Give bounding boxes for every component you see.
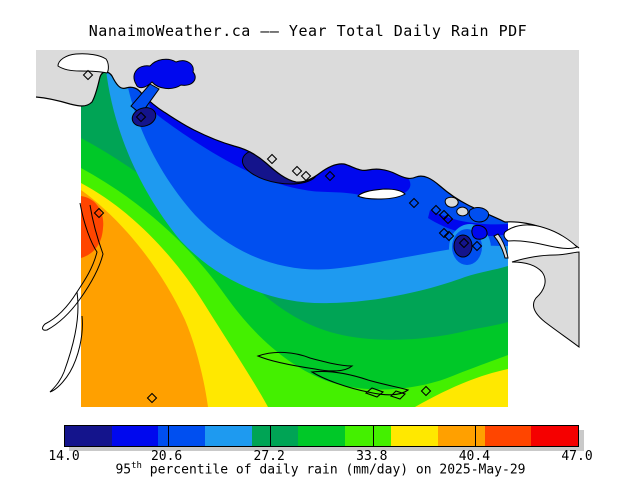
colorbar-segment <box>391 426 439 446</box>
station-marker-diamond <box>324 170 336 182</box>
colorbar-tick-line <box>167 426 169 446</box>
station-marker-diamond <box>93 207 105 219</box>
colorbar-segment <box>251 426 299 446</box>
station-markers <box>82 69 483 404</box>
inlet-blue-lake <box>133 58 196 90</box>
sound-white-right <box>503 224 578 249</box>
band-blue-coast-strip <box>428 210 508 237</box>
colorbar-tick-label: 14.0 <box>48 449 80 464</box>
colorbar-tick-label: 40.4 <box>458 449 491 464</box>
river-line-west-2 <box>49 291 83 393</box>
colorbar <box>64 425 579 447</box>
band-yellow-corner <box>415 369 508 407</box>
island-outline-small-1 <box>364 387 385 398</box>
band-orangered-pocket <box>81 196 104 258</box>
colorbar-segments <box>65 426 579 446</box>
island-outline-gabriola <box>256 351 354 372</box>
station-marker-diamond <box>438 227 450 239</box>
gray-spit-point <box>493 233 509 259</box>
station-marker-diamond <box>471 240 483 252</box>
bay-blue-harbour <box>471 224 488 240</box>
colorbar-tick-line <box>372 426 374 446</box>
station-marker-diamond <box>458 237 470 249</box>
station-marker-diamond <box>443 230 455 242</box>
page-title: NanaimoWeather.ca —— Year Total Daily Ra… <box>88 22 528 40</box>
colorbar-segment <box>111 426 159 446</box>
inlet-white-topleft <box>57 53 109 74</box>
island-gray-newcastle <box>444 196 459 208</box>
station-marker-diamond <box>300 170 312 182</box>
colorbar-segment <box>438 426 485 446</box>
colorbar-segment <box>344 426 392 446</box>
colorbar-tick-line <box>270 426 272 446</box>
colorbar-segment <box>298 426 345 446</box>
bay-blue-departure <box>468 207 489 223</box>
station-marker-diamond <box>291 165 303 177</box>
colorbar-segment <box>65 426 112 446</box>
station-marker-diamond <box>430 204 442 216</box>
colorbar-tick-label: 20.6 <box>150 449 183 464</box>
island-outline-small-2 <box>389 390 407 400</box>
navy-pocket-channel-mouth <box>131 107 157 127</box>
colorbar-segment <box>531 426 579 446</box>
spit-island <box>357 188 406 200</box>
station-marker-diamond <box>266 153 278 165</box>
caption-prefix: 95 <box>115 462 132 478</box>
caption-rest: percentile of daily rain (mm/day) on 202… <box>141 462 526 478</box>
station-marker-diamond <box>420 385 432 397</box>
shore-gray-lower-right <box>511 251 580 349</box>
station-marker-diamond <box>146 392 158 404</box>
colorbar-segment <box>204 426 252 446</box>
station-marker-diamond <box>442 213 454 225</box>
colorbar-segment <box>158 426 205 446</box>
river-line-west-1 <box>42 202 104 331</box>
colorbar-caption: 95th percentile of daily rain (mm/day) o… <box>0 461 640 477</box>
station-marker-diamond <box>408 197 420 209</box>
island-outline-valdes <box>310 370 410 396</box>
caption-superscript: th <box>131 461 142 471</box>
island-gray-protection <box>456 206 469 217</box>
colorbar-tick-label: 27.2 <box>253 449 285 464</box>
colorbar-tick-label: 33.8 <box>356 449 388 464</box>
colorbar-segment <box>484 426 532 446</box>
station-marker-diamond <box>82 69 94 81</box>
station-marker-diamond <box>135 111 147 123</box>
mainland-landmass <box>36 50 579 248</box>
colorbar-tick-label: 47.0 <box>561 449 593 464</box>
colorbar-tick-line <box>475 426 477 446</box>
